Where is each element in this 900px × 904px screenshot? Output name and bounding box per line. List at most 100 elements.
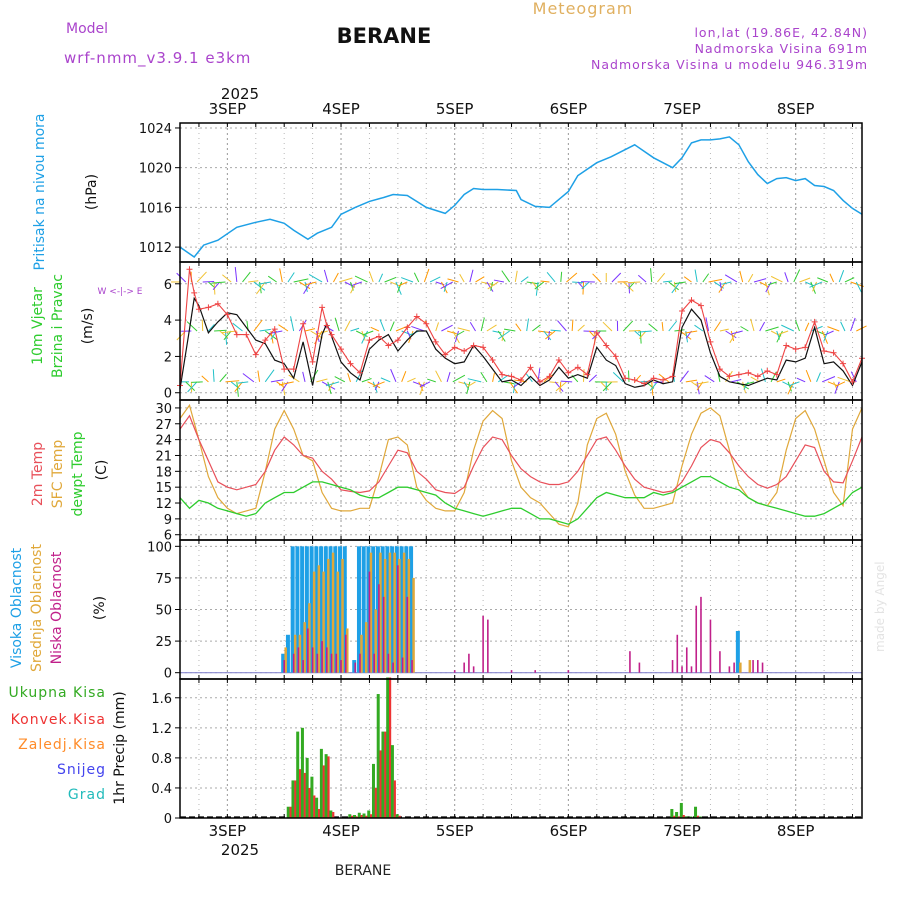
- cloud-axis-title-2: Niska Oblacnost: [49, 551, 65, 664]
- pressure-axis-title: Pritisak na nivou mora: [32, 113, 48, 270]
- model-label: Model: [66, 21, 108, 37]
- precip-total-bar: [296, 732, 299, 818]
- cloud-bar-low: [629, 651, 631, 672]
- cloud-bar-low: [729, 666, 731, 672]
- wind-barb: [540, 281, 549, 282]
- wind-barb: [593, 274, 601, 282]
- day-label-bottom: 5SEP: [436, 822, 474, 840]
- y-tick-label: 6: [164, 278, 172, 293]
- precip-convective-bar: [290, 807, 292, 818]
- cloud-bar-low: [762, 663, 764, 673]
- precip-convective-bar: [327, 756, 329, 818]
- wind-barb: [695, 270, 697, 282]
- precip-legend-4: Grad: [68, 787, 106, 803]
- cloud-bar-low: [302, 660, 304, 673]
- cloud-axis-title-1: Srednja Oblacnost: [29, 544, 45, 672]
- cloud-bar-mid: [739, 663, 742, 673]
- wind-barb: [504, 382, 514, 384]
- wind-barb: [705, 376, 714, 382]
- wind-barb: [291, 316, 294, 331]
- wind-barb: [578, 325, 585, 331]
- cloud-bar-low: [402, 658, 404, 673]
- wind-barb: [369, 271, 373, 282]
- cloud-bar-low: [463, 663, 465, 673]
- cloud-bar-low: [676, 635, 678, 673]
- wind-barb: [202, 376, 209, 382]
- cloud-bar-low: [757, 660, 759, 673]
- wind-barb: [785, 272, 788, 282]
- precip-legend-2: Zaledj.Kisa: [18, 737, 106, 753]
- wind-barb: [830, 274, 834, 282]
- precip-legend-0: Ukupna Kisa: [8, 685, 106, 701]
- wind-barb: [549, 382, 558, 383]
- wind-gust-marker: [243, 332, 249, 338]
- cloud-axis-title-0: Visoka Oblacnost: [9, 547, 25, 668]
- wind-barb: [794, 269, 800, 281]
- wind-barb: [589, 375, 596, 382]
- product-title: Meteogram: [533, 0, 634, 18]
- cloud-bar-low: [307, 628, 309, 672]
- cloud-bar-low: [340, 660, 342, 673]
- wind-barb: [502, 271, 510, 282]
- cloud-bar-low: [686, 647, 688, 672]
- wind-barb: [493, 373, 495, 382]
- station-elevation: Nadmorska Visina 691m: [695, 41, 868, 56]
- precip-convective-bar: [313, 795, 315, 818]
- wind-barb: [651, 268, 652, 282]
- precip-total-bar: [670, 809, 673, 818]
- wind-barb: [557, 321, 566, 331]
- cloud-bar-low: [568, 670, 570, 673]
- wind-barb: [235, 267, 237, 282]
- precip-total-bar: [377, 694, 380, 818]
- wind-barb: [720, 329, 729, 331]
- day-label-bottom: 4SEP: [322, 822, 360, 840]
- wind-barb: [845, 278, 854, 282]
- wind-barb: [760, 322, 765, 331]
- y-tick-label: 1016: [139, 201, 172, 216]
- wind-barb: [777, 379, 786, 382]
- wind-barb: [516, 324, 521, 331]
- wind-barb: [657, 273, 664, 282]
- cloud-bar-mid: [403, 553, 406, 673]
- precip-convective-bar: [318, 809, 320, 818]
- y-tick-label: 21: [155, 449, 172, 464]
- cloud-bar-low: [312, 647, 314, 672]
- wind-barb: [402, 371, 406, 382]
- temp-axis-title-1: SFC Temp: [50, 440, 66, 509]
- cloud-unit-label: (%): [92, 596, 108, 620]
- precip-legend-1: Konvek.Kisa: [11, 712, 106, 728]
- wind-barb: [470, 322, 475, 331]
- wind-barb: [811, 282, 816, 294]
- wind-barb: [487, 325, 497, 331]
- cloud-bar-low: [691, 666, 693, 672]
- wind-barb: [481, 318, 484, 331]
- precip-total-bar: [310, 777, 313, 818]
- wind-gust-marker: [670, 373, 676, 379]
- wind-barb: [686, 380, 697, 382]
- wind-barb: [778, 331, 788, 334]
- wind-gust-marker: [736, 372, 742, 378]
- day-label-top: 4SEP: [322, 100, 360, 118]
- wind-barb: [427, 379, 436, 382]
- wind-barb: [254, 320, 262, 331]
- wind-barb: [335, 377, 345, 382]
- wind-unit-label: (m/s): [80, 308, 96, 345]
- panel-frame: [180, 679, 862, 818]
- wind-barb: [703, 274, 709, 282]
- wind-barb: [258, 371, 260, 382]
- cloud-bar-low: [378, 584, 380, 672]
- wind-gust-marker: [764, 368, 770, 374]
- precip-total-bar: [306, 758, 309, 818]
- wind-barb: [316, 379, 327, 382]
- cloud-bar-low: [388, 654, 390, 673]
- y-tick-label: 27: [155, 418, 172, 433]
- precip-total-bar: [315, 798, 318, 818]
- wind-gust-marker: [632, 377, 638, 383]
- wind-barb: [468, 379, 481, 382]
- y-tick-label: 0: [164, 667, 172, 682]
- cloud-bar-mid: [341, 559, 344, 673]
- wind-barb: [294, 279, 309, 282]
- watermark: made by Angel: [873, 561, 887, 652]
- wind-barb: [649, 324, 658, 331]
